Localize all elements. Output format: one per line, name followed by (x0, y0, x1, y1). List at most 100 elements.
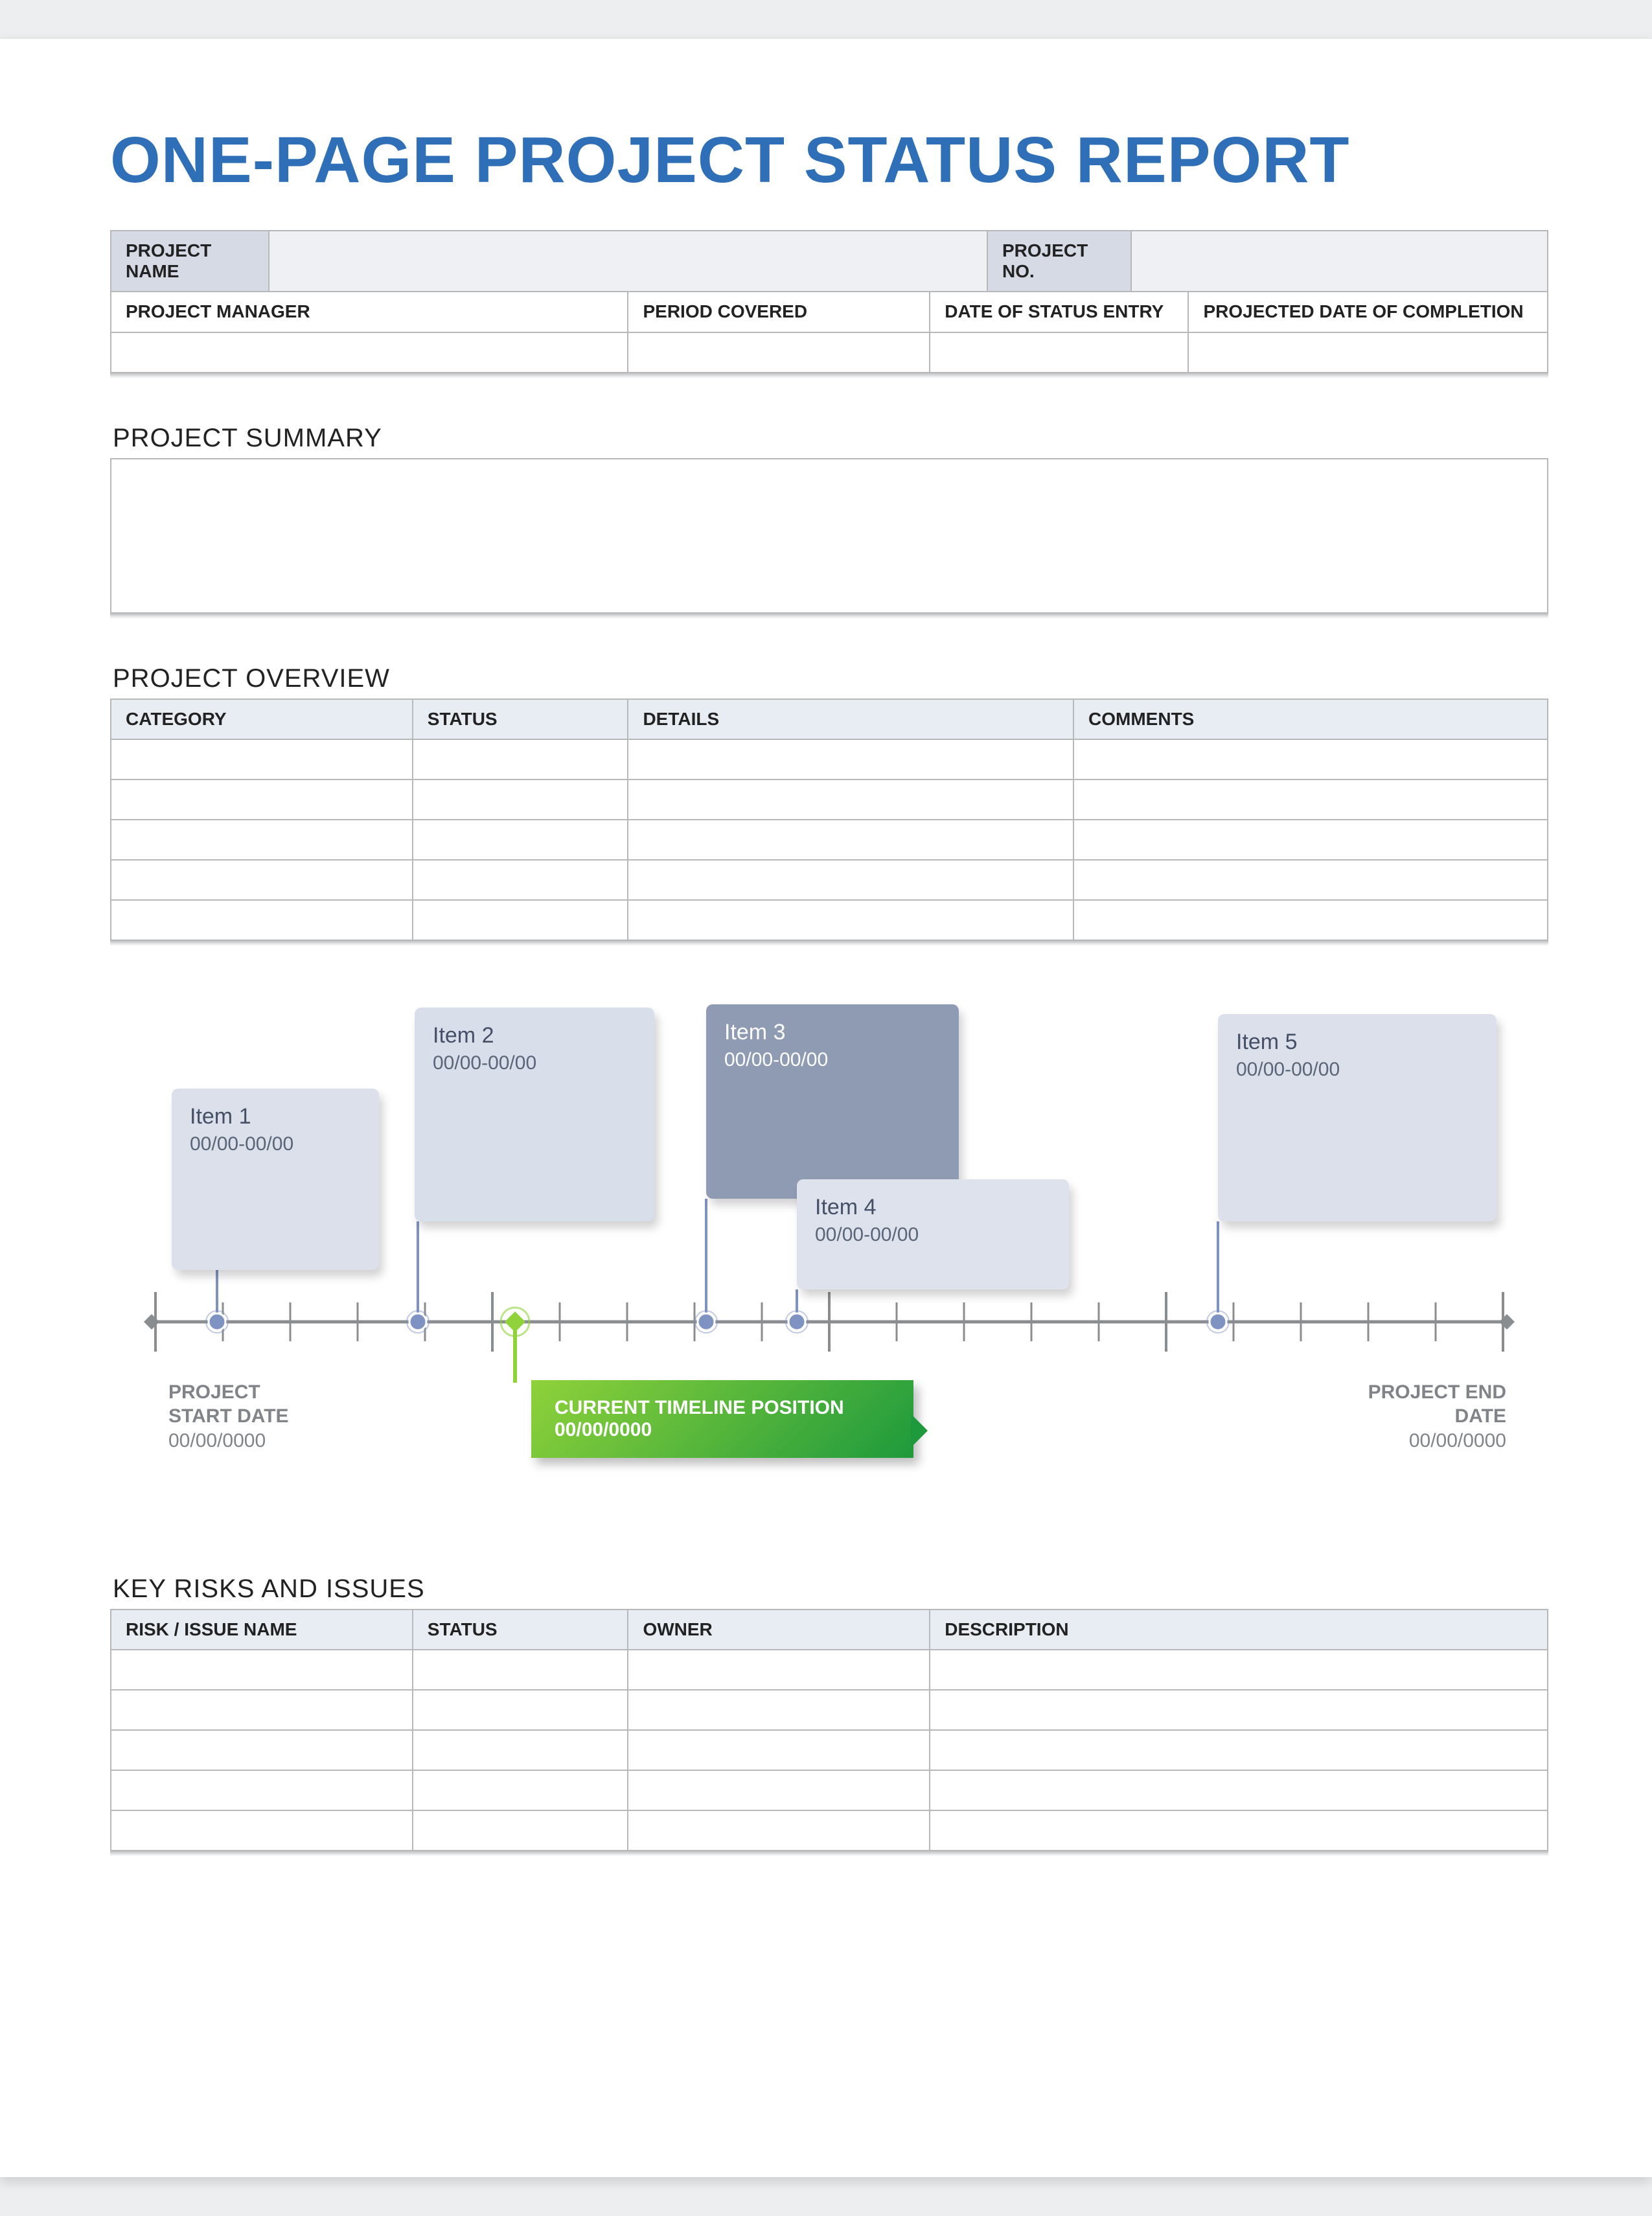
table-cell[interactable] (628, 1690, 930, 1730)
value-date-of-status[interactable] (930, 332, 1188, 373)
table-cell[interactable] (111, 1690, 413, 1730)
table-cell[interactable] (930, 1810, 1548, 1851)
table-cell[interactable] (1073, 820, 1548, 860)
table-cell[interactable] (628, 1810, 930, 1851)
table-cell[interactable] (1073, 860, 1548, 900)
table-cell[interactable] (930, 1690, 1548, 1730)
column-header: OWNER (628, 1610, 930, 1650)
timeline-start-label: PROJECTSTART DATE00/00/0000 (168, 1380, 289, 1453)
timeline-item-name: Item 5 (1236, 1030, 1478, 1055)
table-cell[interactable] (111, 1730, 413, 1770)
column-header: DESCRIPTION (930, 1610, 1548, 1650)
timeline-item: Item 500/00-00/00 (1218, 1014, 1497, 1221)
table-row (111, 739, 1548, 779)
column-header: STATUS (413, 699, 628, 739)
page: ONE-PAGE PROJECT STATUS REPORT PROJECT N… (0, 39, 1652, 2177)
label-date-of-status: DATE OF STATUS ENTRY (930, 292, 1188, 332)
value-project-name[interactable] (269, 231, 987, 292)
timeline-item: Item 4 00/00-00/00 (797, 1179, 1069, 1289)
table-cell[interactable] (930, 1650, 1548, 1690)
table-row (111, 1690, 1548, 1730)
table-cell[interactable] (111, 900, 413, 940)
label-period-covered: PERIOD COVERED (628, 292, 930, 332)
value-project-no[interactable] (1131, 231, 1548, 292)
column-header: DETAILS (628, 699, 1073, 739)
column-header: STATUS (413, 1610, 628, 1650)
table-cell[interactable] (111, 820, 413, 860)
table-cell[interactable] (628, 820, 1073, 860)
table-cell[interactable] (413, 1650, 628, 1690)
value-project-manager[interactable] (111, 332, 628, 373)
table-row (111, 900, 1548, 940)
timeline-item-date: 00/00-00/00 (433, 1052, 536, 1074)
table-cell[interactable] (413, 1810, 628, 1851)
table-cell[interactable] (628, 1770, 930, 1810)
table-row (111, 1650, 1548, 1690)
table-cell[interactable] (413, 779, 628, 820)
heading-risks: KEY RISKS AND ISSUES (113, 1575, 1548, 1604)
divider (110, 941, 1548, 946)
timeline-item-date: 00/00-00/00 (815, 1224, 919, 1245)
table-cell[interactable] (111, 1770, 413, 1810)
table-cell[interactable] (111, 779, 413, 820)
heading-summary: PROJECT SUMMARY (113, 424, 1548, 453)
value-period-covered[interactable] (628, 332, 930, 373)
table-cell[interactable] (413, 1770, 628, 1810)
table-cell[interactable] (628, 1730, 930, 1770)
table-cell[interactable] (1073, 900, 1548, 940)
table-cell[interactable] (111, 860, 413, 900)
table-row (111, 779, 1548, 820)
overview-table: CATEGORYSTATUSDETAILSCOMMENTS (110, 698, 1548, 941)
table-row (111, 1770, 1548, 1810)
table-cell[interactable] (413, 820, 628, 860)
heading-overview: PROJECT OVERVIEW (113, 664, 1548, 693)
project-summary-field[interactable] (110, 458, 1548, 614)
timeline-current-position: CURRENT TIMELINE POSITION00/00/0000 (531, 1380, 913, 1458)
timeline-item-name: Item 3 (724, 1020, 941, 1045)
table-cell[interactable] (111, 739, 413, 779)
label-project-manager: PROJECT MANAGER (111, 292, 628, 332)
current-position-title: CURRENT TIMELINE POSITION (555, 1397, 890, 1419)
table-cell[interactable] (413, 739, 628, 779)
table-row (111, 820, 1548, 860)
column-header: RISK / ISSUE NAME (111, 1610, 413, 1650)
column-header: CATEGORY (111, 699, 413, 739)
table-cell[interactable] (413, 900, 628, 940)
timeline-item-date: 00/00-00/00 (724, 1049, 828, 1070)
table-cell[interactable] (413, 860, 628, 900)
timeline-item: Item 2 00/00-00/00 (415, 1008, 654, 1221)
timeline-item-name: Item 2 (433, 1023, 636, 1048)
timeline-item-name: Item 4 (815, 1195, 1051, 1220)
table-row (111, 1810, 1548, 1851)
table-cell[interactable] (628, 860, 1073, 900)
page-title: ONE-PAGE PROJECT STATUS REPORT (110, 123, 1548, 198)
divider (110, 373, 1548, 378)
table-cell[interactable] (628, 739, 1073, 779)
divider (110, 1851, 1548, 1856)
project-header-table-2: PROJECT MANAGER PERIOD COVERED DATE OF S… (110, 291, 1548, 373)
table-row (111, 860, 1548, 900)
table-cell[interactable] (930, 1730, 1548, 1770)
current-position-date: 00/00/0000 (555, 1419, 652, 1440)
project-header-table: PROJECT NAME PROJECT NO. (110, 230, 1548, 292)
table-cell[interactable] (1073, 779, 1548, 820)
timeline-item: Item 3 00/00-00/00 (706, 1004, 959, 1199)
table-cell[interactable] (628, 900, 1073, 940)
table-cell[interactable] (628, 779, 1073, 820)
table-cell[interactable] (111, 1650, 413, 1690)
risks-table: RISK / ISSUE NAMESTATUSOWNERDESCRIPTION (110, 1609, 1548, 1851)
table-cell[interactable] (628, 1650, 930, 1690)
label-project-name: PROJECT NAME (111, 231, 269, 292)
timeline: Item 100/00-00/00Item 200/00-00/00Item 3… (110, 1004, 1548, 1536)
table-cell[interactable] (413, 1730, 628, 1770)
timeline-item-name: Item 1 (190, 1104, 361, 1129)
table-row (111, 1730, 1548, 1770)
table-cell[interactable] (930, 1770, 1548, 1810)
table-cell[interactable] (413, 1690, 628, 1730)
table-cell[interactable] (111, 1810, 413, 1851)
column-header: COMMENTS (1073, 699, 1548, 739)
timeline-end-label: PROJECT ENDDATE00/00/0000 (1368, 1380, 1506, 1453)
value-projected-completion[interactable] (1188, 332, 1548, 373)
table-cell[interactable] (1073, 739, 1548, 779)
timeline-item-date: 00/00-00/00 (190, 1133, 293, 1155)
